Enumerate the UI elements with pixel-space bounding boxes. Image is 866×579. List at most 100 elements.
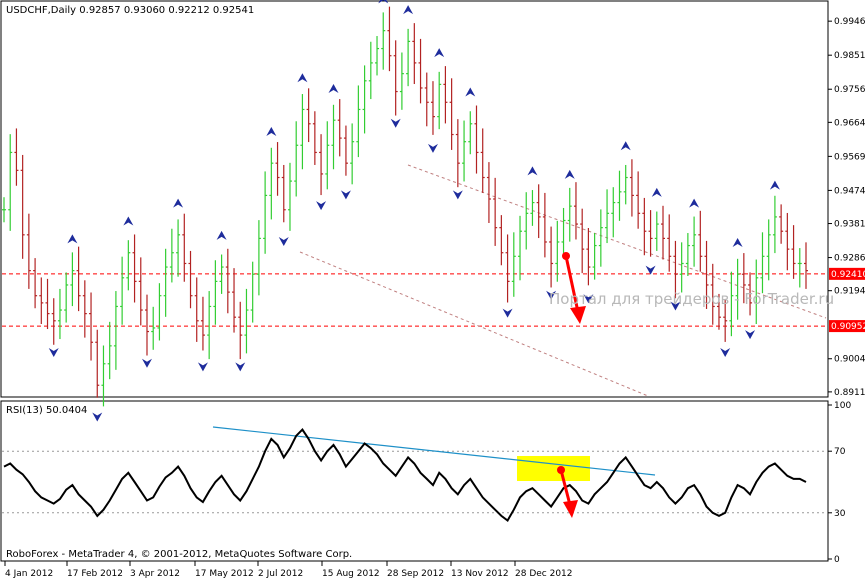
price-bar [667,214,672,272]
fractal-up-icon [297,73,308,83]
time-axis: 4 Jan 2012 17 Feb 2012 3 Apr 2012 17 May 20… [4,561,573,579]
price-bar [64,272,69,323]
price-bar [225,248,230,314]
price-bar [188,250,193,309]
fractal-down-icon [48,348,59,358]
fractal-up-icon [465,87,476,97]
fractal-up-icon [216,230,227,240]
price-bar [797,248,802,288]
fractal-down-icon [427,143,438,153]
time-tick-label: 4 Jan 2012 [5,569,53,579]
price-bar [368,41,373,100]
price-y-tick-label: 0.98515 [834,51,866,61]
price-bar [325,121,330,190]
fractal-down-icon [278,236,289,246]
time-tick-label: 15 Aug 2012 [322,569,380,579]
price-bar [76,246,81,312]
price-bar [605,189,610,244]
price-bar [101,345,106,407]
price-bar [281,164,286,223]
channel-lower-line [299,251,649,397]
rsi-trendline [212,426,656,476]
price-y-tick-label: 0.89115 [834,388,866,398]
price-bar [679,242,684,293]
rsi-forecast-arrow [557,466,578,518]
price-bar [381,12,386,70]
price-y-tick-label: 0.93815 [834,220,866,230]
price-bar [126,240,131,291]
fractal-down-icon [452,190,463,200]
price-bar [244,288,249,354]
time-tick-label: 28 Sep 2012 [387,569,444,579]
fractal-markers [48,0,780,422]
price-bar [70,252,75,307]
price-bar [549,226,554,288]
price-bar [337,99,342,157]
time-tick-label: 3 Apr 2012 [130,569,180,579]
watermark: Портал для трейдеров - ForTrader.ru [549,290,834,308]
price-bar [51,298,56,345]
price-bar [729,271,734,337]
price-level-tag-label: 0.92410 [831,270,866,280]
price-bar [393,40,398,116]
price-bar [33,258,38,309]
price-bar [499,215,504,266]
price-bar [194,277,199,342]
price-bar [754,259,759,325]
price-bar [692,216,697,267]
price-forecast-arrow [562,252,586,324]
price-bar [343,125,348,176]
price-bar [704,240,709,309]
fractal-up-icon [67,234,78,244]
price-bar [648,210,653,257]
fractal-down-icon [92,412,103,422]
price-bar [350,123,355,185]
price-bar [486,162,491,223]
price-bar [449,78,454,150]
price-bar [399,52,404,110]
price-bar [511,232,516,297]
price-bar [611,187,616,238]
price-bar [14,128,19,186]
price-bar [120,256,125,325]
price-bar [319,134,324,196]
price-level-tags: 0.92410 0.90952 [829,267,866,333]
trend-channel [299,164,827,397]
price-bar [598,209,603,267]
price-bar [138,257,143,326]
time-tick-label: 17 Feb 2012 [67,569,123,579]
fractal-down-icon [340,190,351,200]
fractal-down-icon [197,362,208,372]
price-bars [2,6,808,407]
price-bar [219,254,224,294]
price-bar [455,119,460,188]
fractal-up-icon [173,198,184,208]
price-bar [524,192,529,250]
price-bar [735,258,740,320]
price-bar [151,306,156,350]
price-bar [275,142,280,196]
price-bar [8,134,13,231]
fractal-up-icon [689,198,700,208]
price-bar [294,121,299,197]
price-bar [804,242,808,289]
price-bar [213,260,218,325]
time-tick-label: 2 Jul 2012 [258,569,303,579]
fractal-down-icon [670,301,681,311]
price-bar [312,111,317,165]
price-bar [555,220,560,282]
price-bar [636,171,641,229]
price-bar [269,147,274,220]
price-bar [182,213,187,282]
fractal-down-icon [502,308,513,318]
rsi-y-axis: 100 70 30 0 [828,401,851,565]
chart-title: USDCHF,Daily 0.92857 0.93060 0.92212 0.9… [6,5,254,16]
fractal-up-icon [123,216,134,226]
price-bar [356,85,361,158]
price-bar [113,291,118,370]
price-level-tag-label: 0.90952 [831,322,866,332]
price-bar [306,88,311,143]
